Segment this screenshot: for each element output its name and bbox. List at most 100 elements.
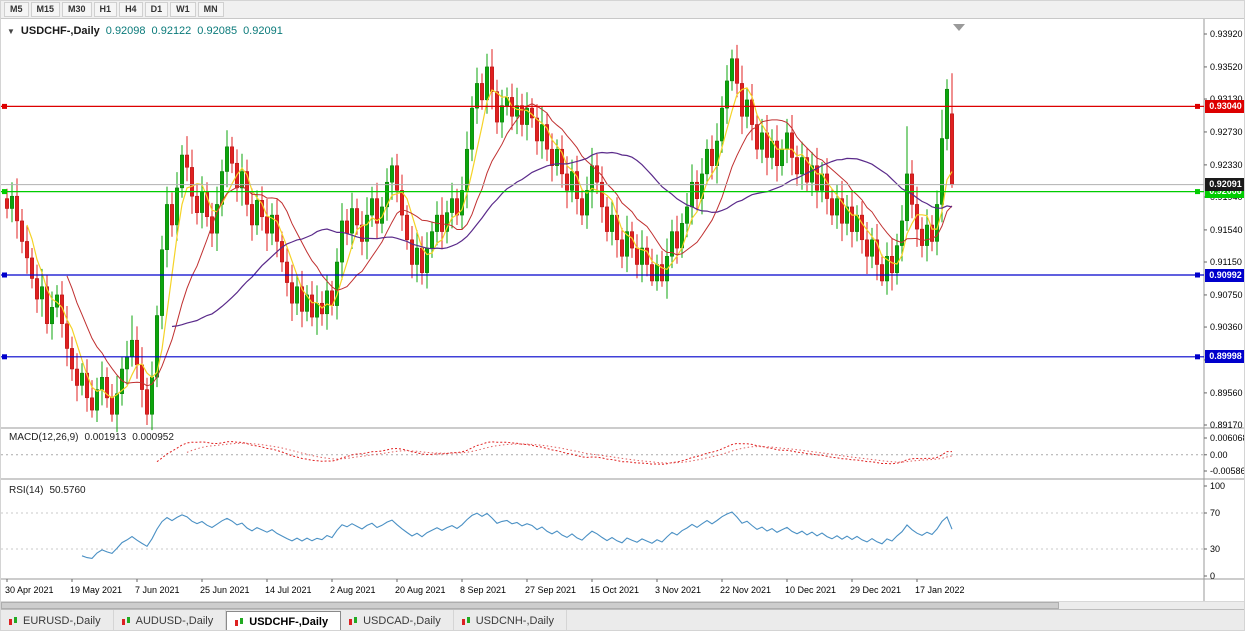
timeframe-button-d1[interactable]: D1 xyxy=(144,2,169,17)
tab-eurusd[interactable]: EURUSD-,Daily xyxy=(1,610,114,630)
candle-body xyxy=(45,286,49,324)
candle-body xyxy=(35,278,39,300)
candle-body xyxy=(70,348,74,370)
candle-body xyxy=(255,200,259,226)
candle-body xyxy=(405,214,409,241)
horizontal-scrollbar[interactable] xyxy=(1,601,1244,609)
candle-body xyxy=(800,157,804,175)
timeframe-button-w1[interactable]: W1 xyxy=(170,2,196,17)
timeframe-button-m30[interactable]: M30 xyxy=(62,2,92,17)
candle-body xyxy=(275,214,279,242)
pivot-line-handle[interactable] xyxy=(2,189,7,195)
candle-body xyxy=(775,140,779,166)
macd-signal-value: 0.000952 xyxy=(132,432,174,443)
timeframe-button-m5[interactable]: M5 xyxy=(4,2,29,17)
macd-label: MACD(12,26,9) xyxy=(9,432,79,443)
candle-body xyxy=(200,191,204,213)
candle-body xyxy=(365,214,369,242)
macd-axis-label: -0.005869 xyxy=(1210,466,1245,476)
ma-fast-line xyxy=(26,87,953,399)
ohlc-low: 0.92085 xyxy=(197,25,238,37)
price-chart[interactable]: 0.939200.935200.931300.927300.923300.919… xyxy=(1,19,1245,601)
pivot-line-handle[interactable] xyxy=(1195,189,1200,195)
candle-body xyxy=(135,339,139,366)
tab-usdchf[interactable]: USDCHF-,Daily xyxy=(226,611,342,630)
candle-body xyxy=(285,261,289,283)
tab-usdcad[interactable]: USDCAD-,Daily xyxy=(341,610,454,630)
date-axis-label: 25 Jun 2021 xyxy=(200,585,250,595)
support-line-2-handle[interactable] xyxy=(2,354,7,360)
candle-body xyxy=(945,88,949,139)
candle-body xyxy=(360,224,364,242)
date-axis-label: 30 Apr 2021 xyxy=(5,585,54,595)
candle-body xyxy=(195,195,199,213)
candle-body xyxy=(735,58,739,84)
candle-body xyxy=(635,247,639,265)
candle-body xyxy=(545,124,549,150)
candle-body xyxy=(270,214,274,234)
symbol-dropdown-icon[interactable]: ▼ xyxy=(7,26,15,36)
candle-body xyxy=(390,165,394,183)
timeframe-button-h1[interactable]: H1 xyxy=(93,2,118,17)
candle-body xyxy=(295,286,299,304)
support-line-2-price-badge: 0.89998 xyxy=(1205,350,1244,364)
candle-body xyxy=(110,397,114,415)
candle-body xyxy=(180,154,184,189)
candle-body xyxy=(445,212,449,232)
tab-audusd[interactable]: AUDUSD-,Daily xyxy=(114,610,227,630)
candle-body xyxy=(410,239,414,265)
candle-body xyxy=(525,107,529,125)
price-axis-label: 0.92730 xyxy=(1210,127,1243,137)
price-axis-label: 0.91540 xyxy=(1210,225,1243,235)
tab-label: USDCHF-,Daily xyxy=(249,615,329,628)
candle-body xyxy=(860,214,864,241)
candle-body xyxy=(335,261,339,306)
chart-area[interactable]: 0.939200.935200.931300.927300.923300.919… xyxy=(1,19,1245,601)
candle-body xyxy=(830,198,834,216)
timeframe-button-mn[interactable]: MN xyxy=(197,2,224,17)
price-axis-label: 0.93130 xyxy=(1210,94,1243,104)
resistance-line-handle[interactable] xyxy=(2,103,7,109)
candle-body xyxy=(620,239,624,257)
candle-body xyxy=(375,198,379,224)
chart-shift-marker-icon[interactable] xyxy=(953,24,965,31)
candle-body xyxy=(60,294,64,324)
candle-body xyxy=(240,171,244,189)
support-line-1-handle[interactable] xyxy=(1195,272,1200,278)
candle-body xyxy=(265,216,269,234)
candle-body xyxy=(95,389,99,411)
candle-body xyxy=(10,195,14,209)
date-axis-label: 14 Jul 2021 xyxy=(265,585,312,595)
timeframe-button-h4[interactable]: H4 xyxy=(119,2,143,17)
mini-chart-icon xyxy=(235,617,244,626)
resistance-line-handle[interactable] xyxy=(1195,103,1200,109)
candle-body xyxy=(480,83,484,101)
scrollbar-thumb[interactable] xyxy=(1,602,1059,609)
candle-body xyxy=(520,105,524,125)
mini-chart-icon xyxy=(9,617,17,625)
price-axis-label: 0.89560 xyxy=(1210,388,1243,398)
candle-body xyxy=(560,148,564,175)
candle-body xyxy=(940,138,944,205)
candle-body xyxy=(90,397,94,411)
candle-body xyxy=(465,148,469,191)
candle-body xyxy=(865,239,869,257)
support-line-1-handle[interactable] xyxy=(2,272,7,278)
candle-body xyxy=(475,83,479,109)
price-axis-label: 0.89170 xyxy=(1210,420,1243,430)
mini-chart-icon xyxy=(461,617,470,625)
candle-body xyxy=(795,157,799,175)
candle-body xyxy=(640,247,644,265)
candle-body xyxy=(625,231,629,257)
price-axis-label: 0.93520 xyxy=(1210,62,1243,72)
macd-main-line xyxy=(156,441,952,465)
support-line-2-handle[interactable] xyxy=(1195,354,1200,360)
candle-body xyxy=(540,124,544,142)
date-axis-label: 20 Aug 2021 xyxy=(395,585,446,595)
candle-body xyxy=(870,239,874,257)
candle-body xyxy=(400,190,404,216)
tab-usdcnh[interactable]: USDCNH-,Daily xyxy=(454,610,567,630)
timeframe-button-m15[interactable]: M15 xyxy=(30,2,61,17)
candle-body xyxy=(190,167,194,197)
candle-body xyxy=(280,241,284,263)
